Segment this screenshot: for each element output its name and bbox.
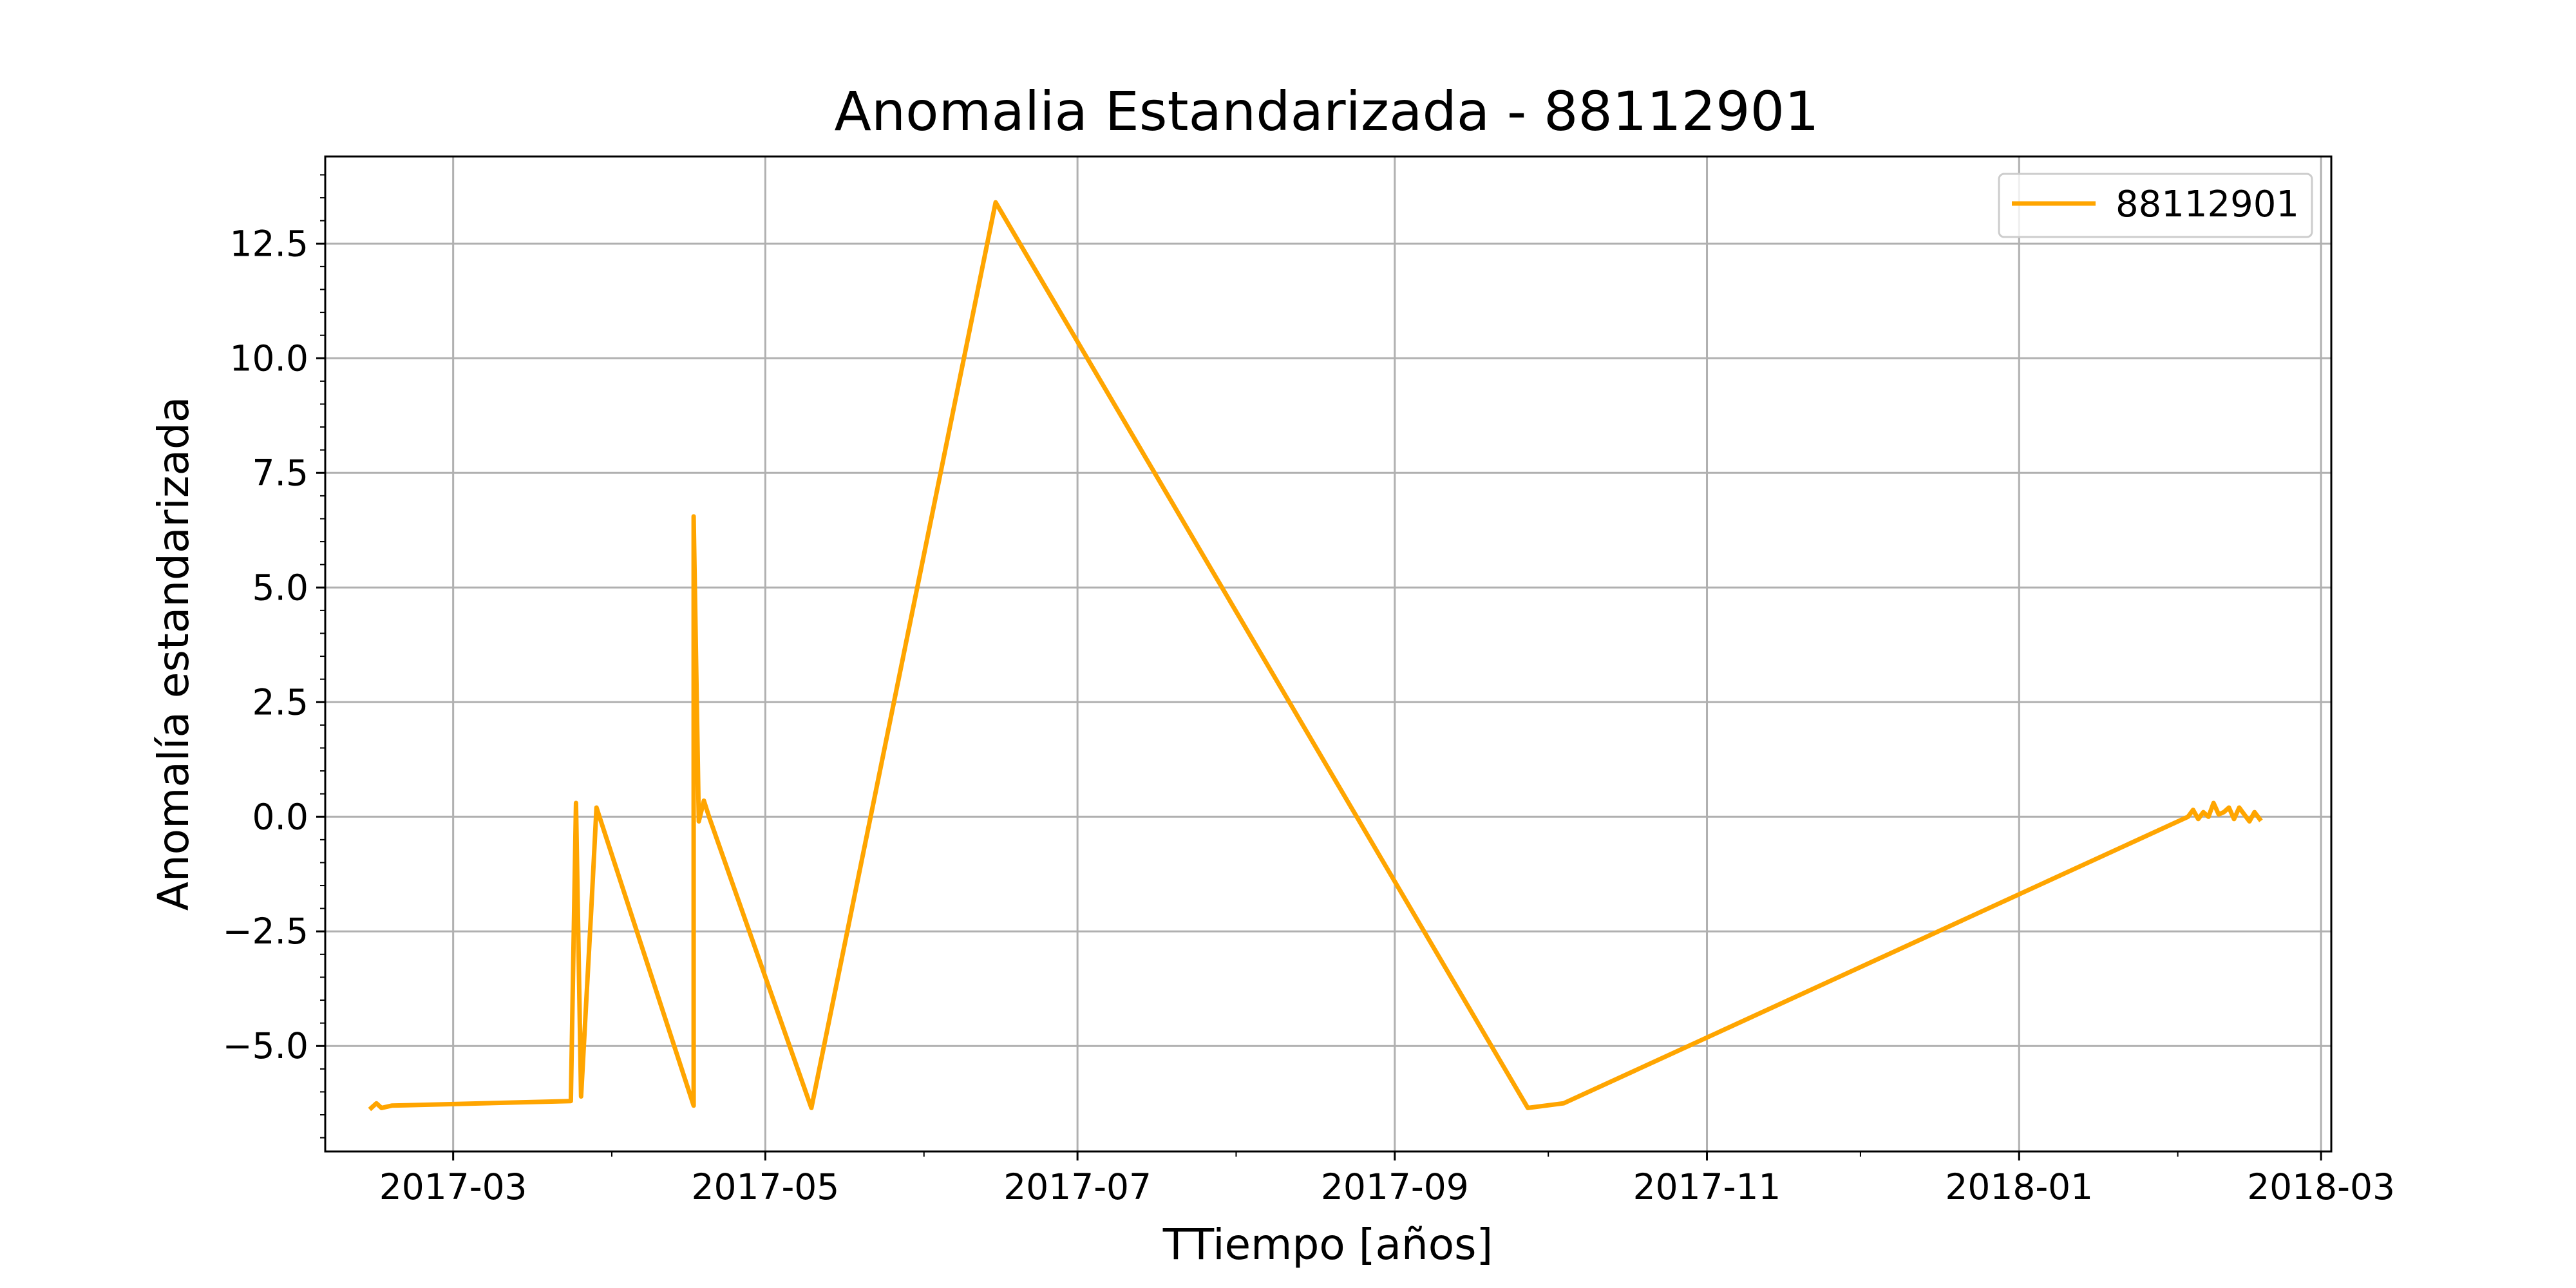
plot-area-frame	[324, 155, 2333, 1153]
y-axis: −5.0 −2.5 0.0 2.5 5.0 7.5 10.0 12.5	[222, 174, 325, 1139]
x-tick-label: 2018-03	[2247, 1166, 2395, 1208]
chart-title: Anomalia Estandarizada - 88112901	[834, 80, 1819, 143]
y-tick-label: 2.5	[252, 681, 308, 723]
x-axis-label: TTiempo [años]	[1162, 1220, 1493, 1269]
x-axis: 2017-03 2017-05 2017-07 2017-09 2017-11 2018-…	[379, 1151, 2395, 1208]
y-tick-label: 10.0	[230, 337, 308, 379]
y-tick-label: −5.0	[222, 1025, 308, 1066]
legend: 88112901	[1998, 173, 2313, 238]
x-tick-label: 2017-05	[691, 1166, 839, 1208]
x-tick-label: 2017-03	[379, 1166, 527, 1208]
y-tick-label: 7.5	[252, 452, 308, 493]
x-tick-label: 2018-01	[1945, 1166, 2093, 1208]
y-axis-label: Anomalía estandarizada	[149, 397, 198, 911]
legend-label: 88112901	[2116, 184, 2299, 225]
x-tick-label: 2017-09	[1321, 1166, 1469, 1208]
grid-lines	[325, 156, 2331, 1151]
legend-box	[1998, 173, 2313, 238]
series-line	[368, 200, 2263, 1112]
y-tick-label: −2.5	[222, 911, 308, 952]
x-tick-label: 2017-07	[1003, 1166, 1151, 1208]
x-tick-label: 2017-11	[1633, 1166, 1781, 1208]
series-lines	[368, 200, 2263, 1112]
y-tick-label: 12.5	[230, 223, 308, 264]
y-tick-label: 0.0	[252, 796, 308, 837]
y-tick-label: 5.0	[252, 567, 308, 608]
